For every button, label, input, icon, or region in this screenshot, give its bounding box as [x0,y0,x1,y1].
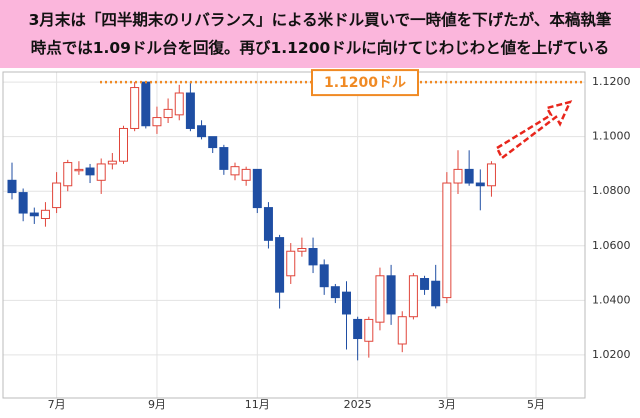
candle-body [107,160,117,165]
candle-body [364,318,374,342]
candle-body [342,291,351,315]
candle-body [96,163,106,181]
x-tick-label: 9月 [148,398,166,411]
y-tick-label: 1.1000 [592,130,631,143]
candle-body [174,92,184,116]
candle-body [197,125,207,138]
candle-body [263,207,273,241]
candle-body [252,168,262,209]
reference-label: 1.1200ドル [324,75,406,91]
y-tick-label: 1.0800 [592,184,631,197]
candle-body [241,168,251,181]
x-tick-label: 11月 [245,398,270,411]
candle-body [18,192,28,214]
candle-body [141,81,151,127]
candle-body [486,163,496,187]
title-line: 時点では1.09ドル台を回復。再び1.1200ドルに向けてじわじわと値を上げてい… [30,39,610,57]
candle-body [85,167,95,176]
candle-body [7,179,17,194]
candle-body [386,275,396,315]
candle-body [286,250,296,277]
candle-body [63,162,73,187]
candle-body [230,166,240,176]
candle-body [74,168,84,172]
candle-body [52,182,62,209]
candle-body [319,264,329,288]
x-tick-label: 5月 [527,398,545,411]
candle-body [475,182,485,187]
x-tick-label: 3月 [438,398,456,411]
candle-body [152,117,162,127]
candle-body [464,168,474,184]
candle-body [453,168,463,184]
y-tick-label: 1.1200 [592,75,631,88]
candle-body [353,318,363,340]
candle-body [130,87,140,129]
title-box: 3月末は「四半期末のリバランス」による米ドル買いで一時値を下げたが、本稿執筆 時… [0,0,640,68]
y-tick-label: 1.0200 [592,348,631,361]
candle-body [408,275,418,318]
title-line: 3月末は「四半期末のリバランス」による米ドル買いで一時値を下げたが、本稿執筆 [28,11,612,29]
candle-body [308,248,318,266]
candle-body [442,182,452,299]
candle-body [375,275,385,323]
candle-body [208,136,218,149]
y-tick-label: 1.0600 [592,239,631,252]
plot-frame [2,71,586,399]
candle-body [275,237,285,293]
candle-body [431,280,441,307]
candle-body [40,209,50,219]
y-tick-label: 1.0400 [592,293,631,306]
reference-label-box [311,69,419,97]
candle-body [330,286,340,299]
candle-body [163,108,173,119]
candle-body [297,248,307,252]
candle-body [420,278,430,290]
candle-body [185,92,195,129]
candle-body [219,147,229,170]
candle-body [397,316,407,345]
x-tick-label: 7月 [48,398,66,411]
x-tick-label: 2025 [344,398,372,411]
candle-body [29,212,39,217]
trend-arrow [495,100,573,160]
candle-body [119,127,128,162]
